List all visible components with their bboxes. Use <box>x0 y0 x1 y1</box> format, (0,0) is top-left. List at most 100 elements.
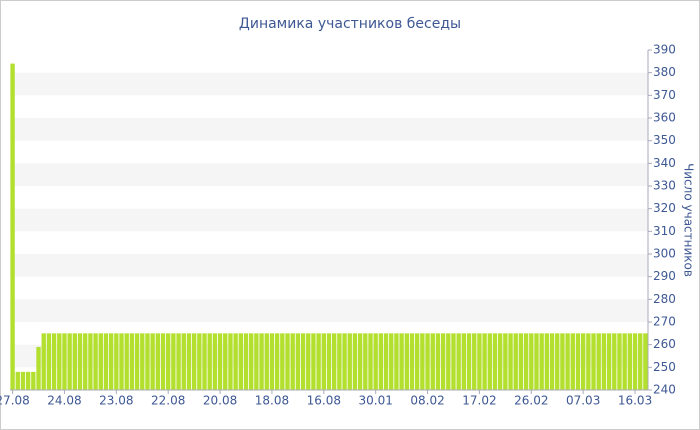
bar <box>477 333 482 390</box>
bar <box>103 333 109 390</box>
bar <box>430 333 435 390</box>
bar <box>197 333 202 390</box>
grid-band <box>10 72 648 96</box>
bar <box>217 333 223 390</box>
bar <box>285 333 290 390</box>
bar <box>539 333 544 390</box>
bar <box>306 333 311 390</box>
bar <box>446 333 451 390</box>
bar <box>606 333 612 390</box>
bar <box>77 333 83 390</box>
bar <box>627 333 633 390</box>
bar <box>10 63 15 390</box>
bar <box>83 333 88 390</box>
bar <box>544 333 550 390</box>
bar <box>300 333 306 390</box>
bar <box>191 333 197 390</box>
bar <box>368 333 373 390</box>
bar <box>472 333 477 390</box>
bar <box>140 333 145 390</box>
bar <box>337 333 342 390</box>
bar <box>357 333 363 390</box>
bar <box>529 333 534 390</box>
bar <box>435 333 441 390</box>
bar <box>295 333 301 390</box>
bar <box>622 333 627 390</box>
x-tick-label: 24.08 <box>47 394 81 408</box>
x-tick-label: 26.02 <box>514 394 548 408</box>
bar <box>186 333 192 390</box>
bar <box>352 333 358 390</box>
bar <box>264 333 269 390</box>
bar <box>461 333 467 390</box>
bar <box>555 333 560 390</box>
bar <box>249 333 254 390</box>
bar <box>586 333 591 390</box>
bar <box>523 333 529 390</box>
x-tick-label: 30.01 <box>359 394 393 408</box>
bar <box>160 333 166 390</box>
x-tick-label: 07.03 <box>566 394 600 408</box>
grid-band <box>10 208 648 232</box>
y-tick-label: 280 <box>653 292 676 306</box>
x-tick-label: 16.03 <box>618 394 652 408</box>
bar <box>290 333 295 390</box>
bar <box>383 333 389 390</box>
bar <box>238 333 243 390</box>
bar <box>326 333 332 390</box>
y-tick-label: 320 <box>653 201 676 215</box>
bar <box>487 333 492 390</box>
y-tick-label: 340 <box>653 156 676 170</box>
chart-title: Динамика участников беседы <box>239 16 461 32</box>
bar <box>601 333 607 390</box>
bar <box>88 333 93 390</box>
bar <box>93 333 98 390</box>
y-tick-label: 360 <box>653 111 676 125</box>
bar <box>591 333 596 390</box>
bar <box>311 333 316 390</box>
bar <box>57 333 62 390</box>
bar <box>482 333 487 390</box>
bar <box>119 333 124 390</box>
x-tick-label: 22.08 <box>151 394 185 408</box>
x-tick-label: 20.08 <box>203 394 237 408</box>
bar <box>145 333 150 390</box>
bar <box>342 333 347 390</box>
bar <box>518 333 524 390</box>
bar <box>212 333 218 390</box>
y-tick-label: 330 <box>653 179 676 193</box>
bar <box>108 333 114 390</box>
bar <box>36 346 41 390</box>
bar <box>404 333 409 390</box>
bar <box>150 333 155 390</box>
grid-band <box>10 163 648 186</box>
grid-band <box>10 254 648 277</box>
bar <box>332 333 337 390</box>
bar <box>389 333 394 390</box>
bar <box>549 333 555 390</box>
y-tick-label: 270 <box>653 315 676 329</box>
bar <box>534 333 539 390</box>
bar <box>440 333 446 390</box>
y-tick-label: 300 <box>653 247 676 261</box>
bar <box>373 333 378 390</box>
bar <box>363 333 368 390</box>
bar <box>575 333 581 390</box>
bar <box>243 333 249 390</box>
bar <box>638 333 643 390</box>
x-tick-label: 16.08 <box>307 394 341 408</box>
bar <box>98 333 103 390</box>
x-tick-label: 08.02 <box>410 394 444 408</box>
bar <box>508 333 513 390</box>
y-tick-label: 380 <box>653 65 676 79</box>
bar <box>155 333 161 390</box>
bar <box>72 333 78 390</box>
y-tick-label: 260 <box>653 337 676 351</box>
bar <box>560 333 565 390</box>
bar <box>451 333 456 390</box>
bar <box>420 333 425 390</box>
bar <box>415 333 420 390</box>
y-tick-label: 240 <box>653 383 676 397</box>
x-tick-label: 18.08 <box>255 394 289 408</box>
bar <box>129 333 135 390</box>
